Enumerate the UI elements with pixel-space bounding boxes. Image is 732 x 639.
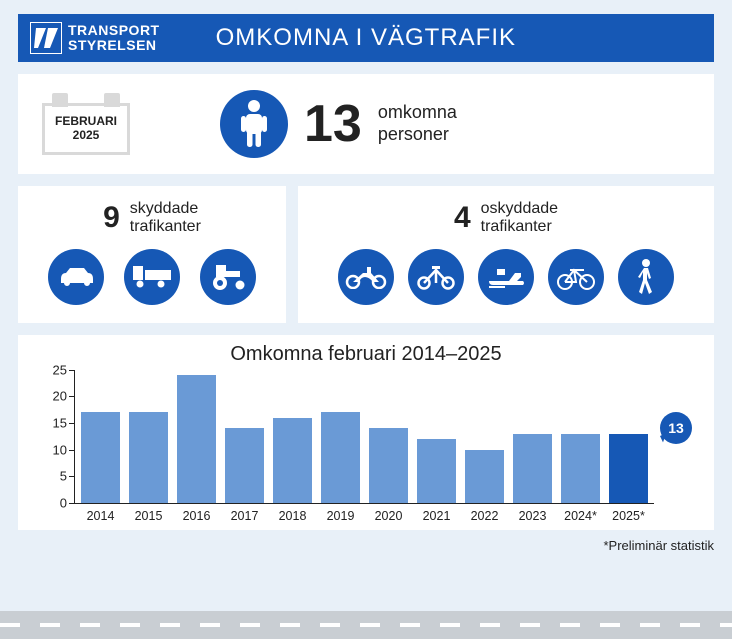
protected-panel: 9 skyddade trafikanter xyxy=(18,186,286,323)
chart-bar xyxy=(513,434,552,503)
calendar-year: 2025 xyxy=(49,128,123,142)
y-tick-label: 25 xyxy=(53,362,67,377)
footnote: *Preliminär statistik xyxy=(18,538,714,553)
x-tick-label: 2014 xyxy=(81,509,120,523)
chart-bar xyxy=(417,439,456,503)
x-tick-label: 2023 xyxy=(513,509,552,523)
chart-bar xyxy=(465,450,504,503)
chart-card: Omkomna februari 2014–2025 2014201520162… xyxy=(18,335,714,530)
car-icon xyxy=(48,249,104,305)
x-tick-label: 2025* xyxy=(609,509,648,523)
chart-bar xyxy=(321,412,360,502)
protected-icons xyxy=(36,249,268,305)
chart-bar xyxy=(225,428,264,502)
x-tick-label: 2015 xyxy=(129,509,168,523)
unprotected-panel: 4 oskyddade trafikanter xyxy=(298,186,714,323)
motorcycle-icon xyxy=(338,249,394,305)
x-tick-label: 2020 xyxy=(369,509,408,523)
logo-mark-icon xyxy=(30,22,62,54)
truck-icon xyxy=(124,249,180,305)
y-tick-label: 5 xyxy=(60,469,67,484)
chart-bar xyxy=(81,412,120,502)
total-count: 13 xyxy=(304,94,362,154)
unprotected-count: 4 xyxy=(454,201,471,235)
bar-chart: 2014201520162017201820192020202120222023… xyxy=(74,370,654,504)
chart-bar xyxy=(369,428,408,502)
page-title: OMKOMNA I VÄGTRAFIK xyxy=(216,24,516,52)
road-footer xyxy=(0,611,732,639)
y-tick-label: 0 xyxy=(60,495,67,510)
tractor-icon xyxy=(200,249,256,305)
y-tick-label: 10 xyxy=(53,442,67,457)
chart-bar xyxy=(273,418,312,503)
moped-icon xyxy=(408,249,464,305)
protected-count: 9 xyxy=(103,201,120,235)
logo-line2: STYRELSEN xyxy=(68,38,160,53)
unprotected-label: oskyddade trafikanter xyxy=(481,200,558,237)
x-tick-label: 2022 xyxy=(465,509,504,523)
x-tick-label: 2024* xyxy=(561,509,600,523)
logo-text: TRANSPORT STYRELSEN xyxy=(68,23,160,52)
chart-bar xyxy=(129,412,168,502)
calendar-month: FEBRUARI xyxy=(49,114,123,128)
chart-bar xyxy=(177,375,216,503)
summary-card: FEBRUARI 2025 13 omkomna personer xyxy=(18,74,714,174)
y-tick-label: 15 xyxy=(53,415,67,430)
snowmobile-icon xyxy=(478,249,534,305)
x-tick-label: 2016 xyxy=(177,509,216,523)
chart-bar xyxy=(609,434,648,503)
x-tick-label: 2019 xyxy=(321,509,360,523)
total-label: omkomna personer xyxy=(378,102,457,145)
chart-bar xyxy=(561,434,600,503)
x-tick-label: 2021 xyxy=(417,509,456,523)
bicycle-icon xyxy=(548,249,604,305)
protected-label: skyddade trafikanter xyxy=(130,200,201,237)
header-bar: TRANSPORT STYRELSEN OMKOMNA I VÄGTRAFIK xyxy=(18,14,714,62)
calendar-badge: FEBRUARI 2025 xyxy=(42,93,130,156)
agency-logo: TRANSPORT STYRELSEN xyxy=(30,22,160,54)
x-tick-label: 2018 xyxy=(273,509,312,523)
y-tick-label: 20 xyxy=(53,389,67,404)
bubble-value: 13 xyxy=(668,420,684,436)
logo-line1: TRANSPORT xyxy=(68,23,160,38)
chart-title: Omkomna februari 2014–2025 xyxy=(42,343,690,366)
chart-bubble: 13 xyxy=(660,412,692,444)
pedestrian-icon xyxy=(618,249,674,305)
x-tick-label: 2017 xyxy=(225,509,264,523)
unprotected-icons xyxy=(316,249,696,305)
person-icon xyxy=(220,90,288,158)
summary-total: 13 omkomna personer xyxy=(220,90,457,158)
